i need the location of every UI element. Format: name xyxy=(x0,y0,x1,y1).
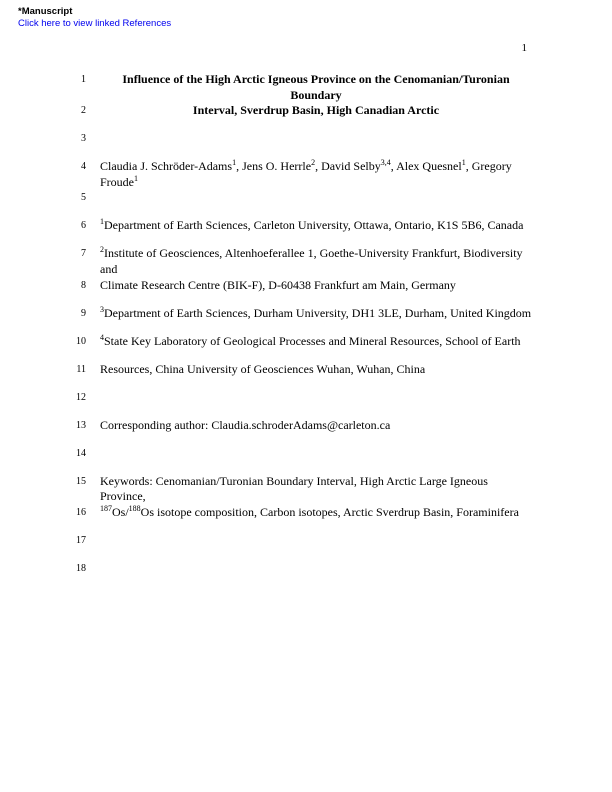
manuscript-line: 8Climate Research Centre (BIK-F), D-6043… xyxy=(68,278,532,306)
manuscript-line: 17 xyxy=(68,533,532,561)
line-number: 10 xyxy=(68,334,100,347)
manuscript-body: 1Influence of the High Arctic Igneous Pr… xyxy=(68,72,532,589)
line-number: 11 xyxy=(68,362,100,375)
manuscript-line: 61Department of Earth Sciences, Carleton… xyxy=(68,218,532,246)
line-number: 7 xyxy=(68,246,100,259)
manuscript-label: *Manuscript xyxy=(18,6,72,17)
manuscript-line: 14 xyxy=(68,446,532,474)
line-text: Claudia J. Schröder-Adams1, Jens O. Herr… xyxy=(100,159,532,190)
line-number: 15 xyxy=(68,474,100,487)
line-number: 3 xyxy=(68,131,100,144)
manuscript-line: 12 xyxy=(68,390,532,418)
manuscript-line: 5 xyxy=(68,190,532,218)
line-number: 4 xyxy=(68,159,100,172)
line-number: 13 xyxy=(68,418,100,431)
line-number: 6 xyxy=(68,218,100,231)
line-number: 1 xyxy=(68,72,100,85)
manuscript-line: 16187Os/188Os isotope composition, Carbo… xyxy=(68,505,532,533)
line-text: 3Department of Earth Sciences, Durham Un… xyxy=(100,306,532,322)
line-text: Keywords: Cenomanian/Turonian Boundary I… xyxy=(100,474,532,505)
line-text: 2Institute of Geosciences, Altenhoeferal… xyxy=(100,246,532,277)
manuscript-line: 93Department of Earth Sciences, Durham U… xyxy=(68,306,532,334)
line-number: 8 xyxy=(68,278,100,291)
manuscript-line: 3 xyxy=(68,131,532,159)
line-number: 5 xyxy=(68,190,100,203)
line-number: 17 xyxy=(68,533,100,546)
line-text: Corresponding author: Claudia.schroderAd… xyxy=(100,418,532,434)
line-number: 16 xyxy=(68,505,100,518)
line-number: 2 xyxy=(68,103,100,116)
manuscript-line: 11Resources, China University of Geoscie… xyxy=(68,362,532,390)
line-number: 9 xyxy=(68,306,100,319)
line-text: Resources, China University of Geoscienc… xyxy=(100,362,532,378)
page-number: 1 xyxy=(522,42,528,54)
manuscript-line: 104State Key Laboratory of Geological Pr… xyxy=(68,334,532,362)
manuscript-line: 18 xyxy=(68,561,532,589)
line-text: Interval, Sverdrup Basin, High Canadian … xyxy=(100,103,532,119)
line-text: Climate Research Centre (BIK-F), D-60438… xyxy=(100,278,532,294)
linked-references-link[interactable]: Click here to view linked References xyxy=(18,18,171,29)
manuscript-line: 4Claudia J. Schröder-Adams1, Jens O. Her… xyxy=(68,159,532,190)
manuscript-line: 2Interval, Sverdrup Basin, High Canadian… xyxy=(68,103,532,131)
line-number: 14 xyxy=(68,446,100,459)
line-text: 187Os/188Os isotope composition, Carbon … xyxy=(100,505,532,521)
manuscript-header: *Manuscript Click here to view linked Re… xyxy=(18,6,171,29)
line-text: 1Department of Earth Sciences, Carleton … xyxy=(100,218,532,234)
manuscript-line: 1Influence of the High Arctic Igneous Pr… xyxy=(68,72,532,103)
line-number: 18 xyxy=(68,561,100,574)
manuscript-line: 13Corresponding author: Claudia.schroder… xyxy=(68,418,532,446)
line-number: 12 xyxy=(68,390,100,403)
line-text: Influence of the High Arctic Igneous Pro… xyxy=(100,72,532,103)
line-text: 4State Key Laboratory of Geological Proc… xyxy=(100,334,532,350)
manuscript-line: 72Institute of Geosciences, Altenhoefera… xyxy=(68,246,532,277)
manuscript-line: 15Keywords: Cenomanian/Turonian Boundary… xyxy=(68,474,532,505)
